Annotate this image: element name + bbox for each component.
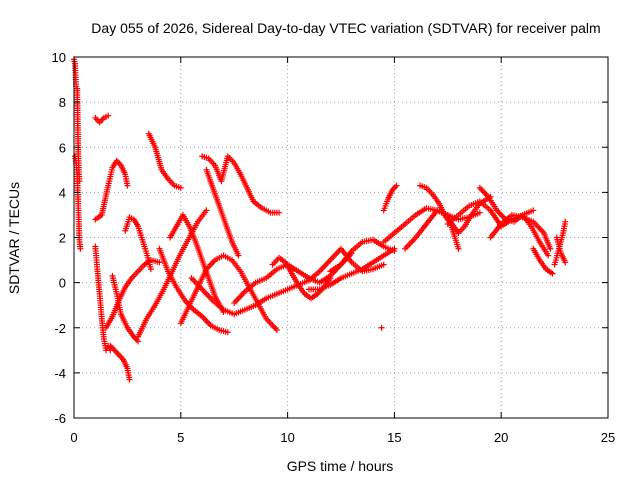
series-arc-d — [92, 243, 114, 354]
data-point — [380, 261, 387, 268]
y-tick-label: 2 — [59, 231, 66, 246]
series-arc-k — [135, 207, 210, 340]
x-tick-label: 5 — [177, 430, 184, 445]
data-point — [562, 218, 569, 225]
data-point — [203, 207, 210, 214]
data-point — [327, 275, 334, 282]
tick-labels: 0 5 10 15 20 25 -6 -4 -2 0 2 4 6 8 10 — [52, 50, 616, 445]
y-tick-label: 0 — [59, 276, 66, 291]
y-tick-label: 6 — [59, 140, 66, 155]
data-point — [378, 324, 385, 331]
data-point — [147, 266, 154, 273]
x-tick-label: 25 — [601, 430, 615, 445]
y-tick-label: -6 — [54, 411, 66, 426]
series-arc-n — [177, 252, 280, 334]
series-arc-j — [145, 130, 184, 191]
x-axis-label: GPS time / hours — [287, 458, 394, 474]
series-arc-ae — [530, 245, 556, 277]
series-arc-p — [203, 166, 242, 259]
data-points — [71, 56, 569, 383]
series-arc-o — [199, 153, 283, 216]
series-arc-m — [167, 211, 227, 315]
y-tick-label: -2 — [54, 321, 66, 336]
y-axis-label: SDTVAR / TECUs — [6, 182, 22, 294]
data-point — [235, 252, 242, 259]
series-arc-f — [92, 157, 131, 223]
series-arc-h — [122, 214, 154, 273]
y-tick-label: 10 — [52, 50, 66, 65]
series-arc-ac — [476, 184, 552, 259]
data-point — [391, 248, 398, 255]
data-point — [156, 259, 163, 266]
data-point — [224, 329, 231, 336]
x-tick-label: 0 — [70, 430, 77, 445]
data-point — [105, 112, 112, 119]
y-tick-label: 8 — [59, 95, 66, 110]
series-arc-i — [109, 272, 142, 345]
data-point — [124, 182, 131, 189]
y-tick-label: -4 — [54, 366, 66, 381]
series-arc-s — [269, 254, 334, 302]
axis-ticks — [73, 56, 609, 419]
data-point — [545, 252, 552, 259]
series-arc-g — [103, 257, 163, 331]
data-point — [549, 270, 556, 277]
data-point — [476, 209, 483, 216]
chart-title: Day 055 of 2026, Sidereal Day-to-day VTE… — [91, 20, 600, 36]
y-tick-label: 4 — [59, 185, 66, 200]
series-arc-c — [92, 112, 112, 126]
data-point — [455, 245, 462, 252]
data-point — [547, 245, 554, 252]
series-arc-ag — [553, 234, 569, 266]
series-arc-v — [327, 236, 398, 275]
series-arc-ad — [487, 211, 554, 252]
series-arc-b — [72, 153, 84, 252]
data-point — [530, 207, 537, 214]
x-tick-label: 10 — [280, 430, 294, 445]
data-point — [126, 376, 133, 383]
series-arc-x — [380, 182, 400, 214]
data-point — [177, 184, 184, 191]
data-point — [276, 209, 283, 216]
series-arc-t — [305, 245, 387, 284]
series-arc-e — [107, 342, 133, 383]
data-point — [77, 245, 84, 252]
x-tick-label: 20 — [494, 430, 508, 445]
series-arc-u — [305, 245, 398, 293]
grid-lines — [74, 57, 608, 418]
data-point — [273, 327, 280, 334]
data-point — [562, 259, 569, 266]
x-tick-label: 15 — [387, 430, 401, 445]
data-point — [393, 182, 400, 189]
series-arc-w — [378, 324, 385, 331]
